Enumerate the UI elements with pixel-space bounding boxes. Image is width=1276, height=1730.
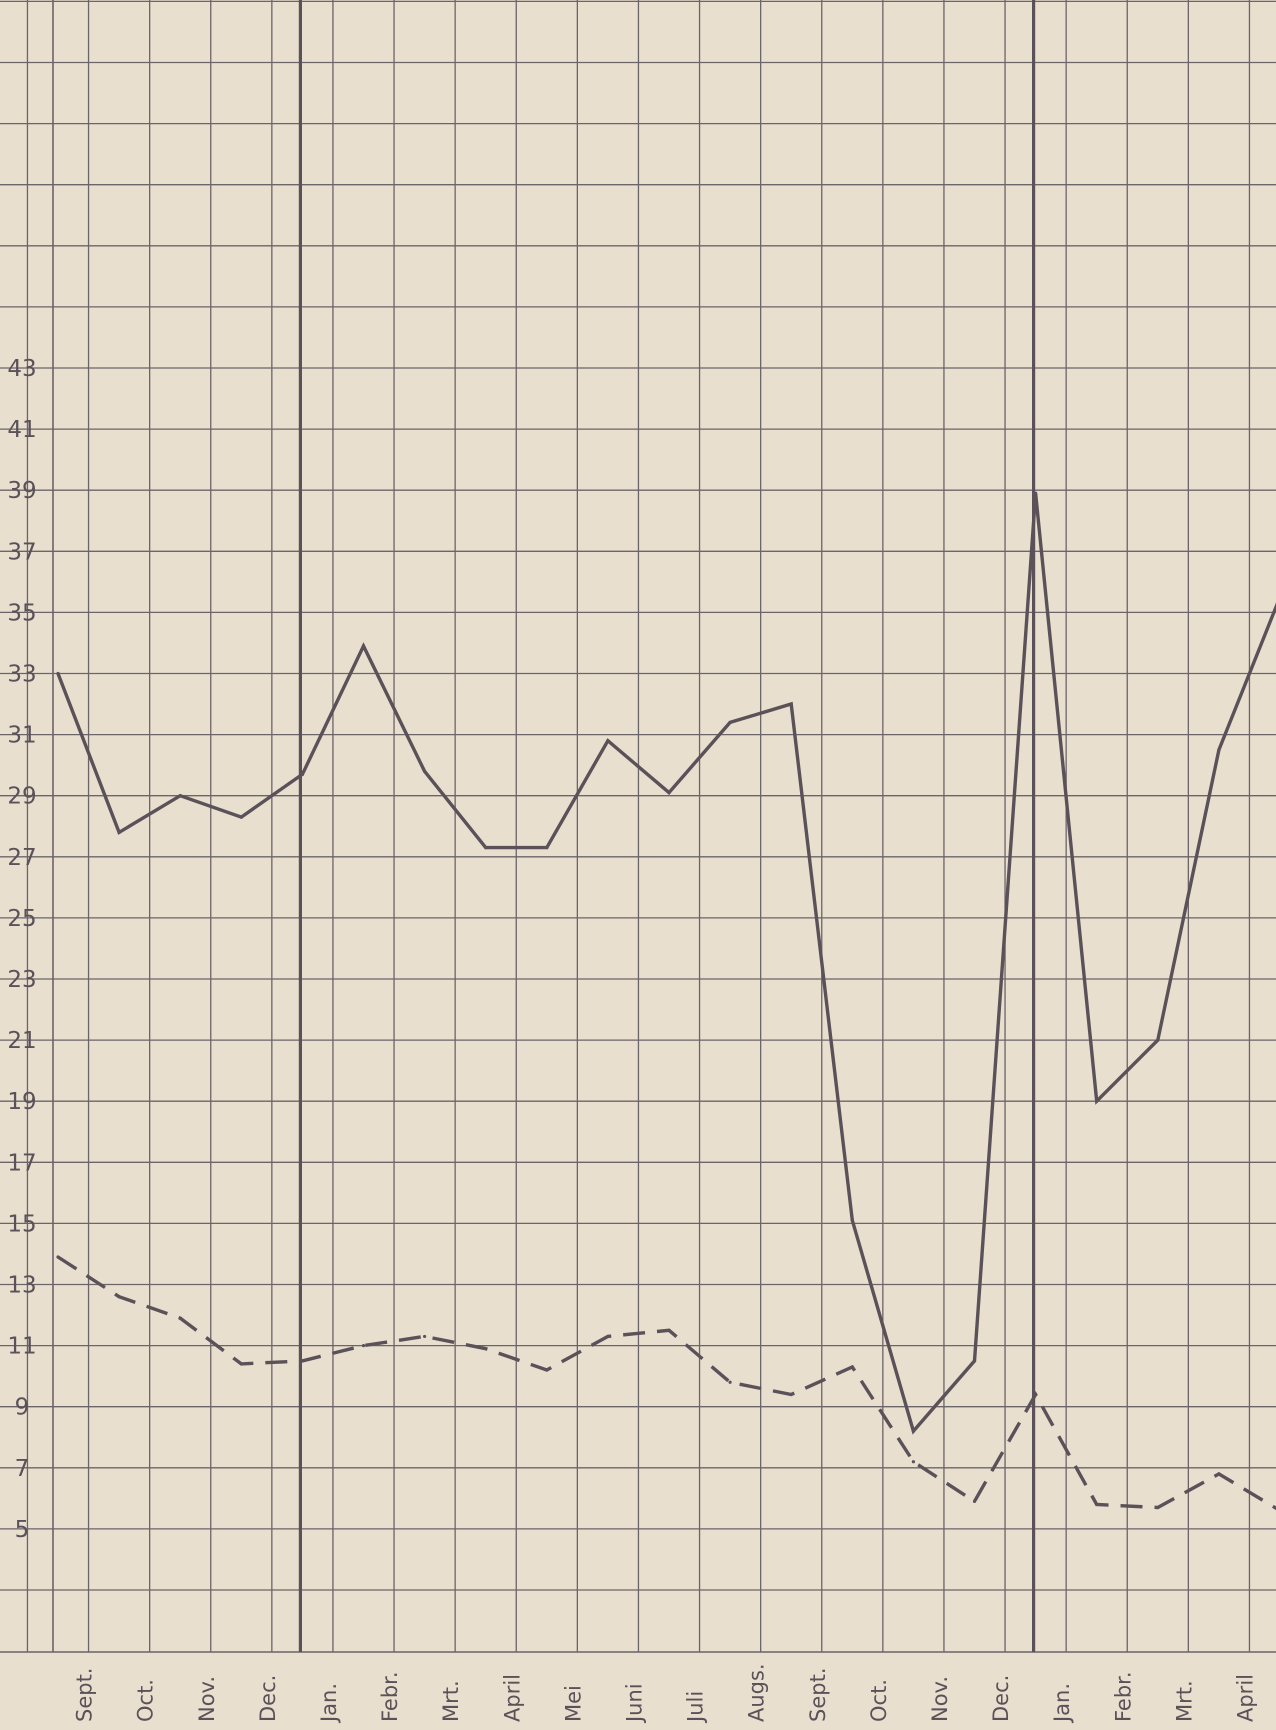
solid-series-point <box>178 794 182 798</box>
dashed-series-point <box>1095 1502 1099 1507</box>
dashed-series-point <box>56 1255 60 1259</box>
dashed-series-point <box>545 1368 549 1372</box>
y-tick-label: 41 <box>7 417 36 443</box>
x-tick-label: Augs. <box>745 1663 769 1722</box>
solid-series-point <box>667 791 671 795</box>
x-tick-label: Sept. <box>73 1668 97 1723</box>
x-tick-label: Oct. <box>134 1679 158 1722</box>
y-tick-label: 37 <box>7 539 36 565</box>
solid-series-point <box>728 720 732 724</box>
y-tick-label: 33 <box>7 662 36 688</box>
dashed-series-point <box>1217 1472 1221 1476</box>
x-tick-label: April <box>500 1674 524 1722</box>
solid-series-point <box>606 739 610 743</box>
dashed-series-point <box>484 1347 488 1351</box>
x-tick-label: Nov. <box>195 1676 219 1722</box>
y-tick-label: 13 <box>7 1273 36 1299</box>
y-tick-label: 35 <box>7 600 36 626</box>
solid-series-point <box>911 1429 916 1433</box>
y-tick-label: 43 <box>7 356 36 382</box>
dashed-series-point <box>972 1499 977 1504</box>
solid-series-point <box>789 702 793 706</box>
dashed-series-point <box>117 1295 121 1299</box>
y-tick-label: 27 <box>7 845 36 871</box>
solid-series-point <box>972 1359 977 1363</box>
x-tick-label: Mrt. <box>439 1680 463 1722</box>
dashed-series-point <box>1156 1505 1160 1510</box>
solid-series-point <box>1095 1099 1099 1103</box>
x-tick-label: Dec. <box>256 1675 280 1722</box>
y-tick-label: 23 <box>7 967 36 993</box>
y-tick-label: 15 <box>7 1211 36 1237</box>
dashed-series-point <box>423 1334 427 1339</box>
grid <box>0 0 1276 1653</box>
y-tick-label: 31 <box>7 723 36 749</box>
y-tick-label: 19 <box>7 1089 36 1115</box>
dashed-series-point <box>239 1362 243 1366</box>
x-tick-label: Sept. <box>806 1668 830 1723</box>
dashed-series-point <box>789 1392 793 1397</box>
solid-series-point <box>300 772 304 776</box>
dashed-series-point <box>300 1359 304 1363</box>
x-tick-label: Oct. <box>867 1679 891 1722</box>
y-tick-label: 11 <box>7 1334 36 1360</box>
solid-series-point <box>484 846 488 850</box>
x-tick-label: Febr. <box>378 1671 402 1722</box>
solid-series-point <box>117 830 121 834</box>
y-tick-label: 9 <box>15 1395 30 1421</box>
solid-series-point <box>423 769 427 773</box>
x-tick-label: April <box>1233 1674 1257 1722</box>
x-tick-label: Jan. <box>317 1683 341 1724</box>
solid-series-point <box>56 671 60 676</box>
x-tick-label: Dec. <box>989 1675 1013 1722</box>
y-tick-label: 29 <box>7 784 36 810</box>
x-tick-label: Febr. <box>1111 1671 1135 1722</box>
y-tick-label: 39 <box>7 478 36 504</box>
solid-series-point <box>545 846 549 850</box>
solid-series-point <box>361 644 366 648</box>
x-tick-label: Jan. <box>1050 1683 1074 1724</box>
y-tick-label: 25 <box>7 906 36 932</box>
x-tick-label: Juni <box>622 1683 646 1724</box>
solid-series-point <box>1156 1038 1160 1042</box>
y-tick-label: 7 <box>15 1456 30 1482</box>
dashed-series-point <box>728 1380 732 1384</box>
dashed-series-point <box>178 1316 182 1320</box>
dashed-series-point <box>911 1460 916 1464</box>
x-tick-label: Nov. <box>928 1676 952 1722</box>
solid-series-point <box>1034 491 1038 495</box>
y-tick-label: 5 <box>15 1517 30 1543</box>
dashed-series-point <box>850 1365 854 1369</box>
x-tick-label: Juli <box>684 1691 708 1724</box>
x-tick-label: Mrt. <box>1172 1680 1196 1722</box>
solid-series-point <box>1217 748 1221 752</box>
dashed-series-point <box>667 1328 671 1332</box>
solid-series-point <box>239 815 243 819</box>
y-tick-label: 21 <box>7 1028 36 1054</box>
y-tick-label: 17 <box>7 1150 36 1176</box>
dashed-series-point <box>361 1344 366 1348</box>
solid-series-point <box>850 1218 854 1222</box>
dashed-series-point <box>1034 1392 1038 1397</box>
x-tick-label: Mei <box>561 1685 585 1722</box>
dashed-series-point <box>606 1334 610 1339</box>
